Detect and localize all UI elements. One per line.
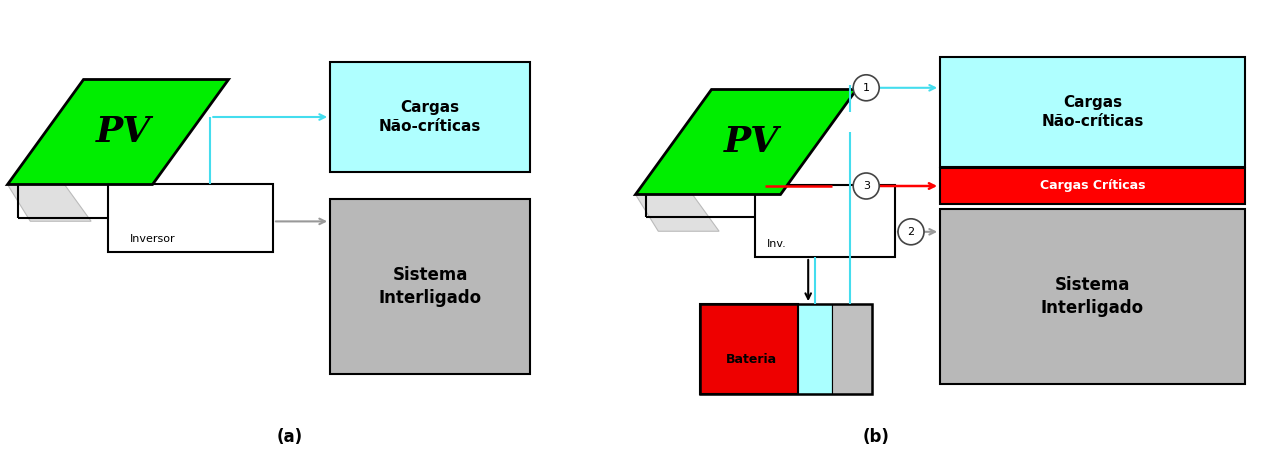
Bar [108,184,273,252]
Text: Inversor: Inversor [129,234,176,244]
Text: 1: 1 [863,83,869,93]
Polygon shape [8,184,91,221]
Bar [797,304,832,394]
Bar [940,168,1245,204]
Bar [700,304,872,394]
Text: (a): (a) [277,428,303,446]
Circle shape [854,173,879,199]
Text: Inv.: Inv. [767,239,787,249]
Text: Cargas Críticas: Cargas Críticas [1040,180,1145,193]
Text: 2: 2 [908,227,914,237]
Polygon shape [636,90,856,195]
Circle shape [854,75,879,101]
Bar [940,57,1245,167]
Polygon shape [8,79,228,184]
Text: Sistema
Interligado: Sistema Interligado [1041,276,1144,317]
Bar [329,199,529,374]
Text: PV: PV [723,125,778,159]
Circle shape [897,219,924,245]
Bar [832,304,872,394]
Text: Sistema
Interligado: Sistema Interligado [378,266,482,307]
Bar [329,62,529,172]
Text: 3: 3 [863,181,869,191]
Bar [755,185,895,257]
Bar [940,209,1245,384]
Bar [700,304,797,394]
Polygon shape [636,195,719,231]
Text: (b): (b) [863,428,890,446]
Text: Cargas
Não-críticas: Cargas Não-críticas [378,100,481,134]
Text: Bateria: Bateria [726,353,777,366]
Text: PV: PV [95,115,150,149]
Text: Cargas
Não-críticas: Cargas Não-críticas [1041,95,1144,129]
